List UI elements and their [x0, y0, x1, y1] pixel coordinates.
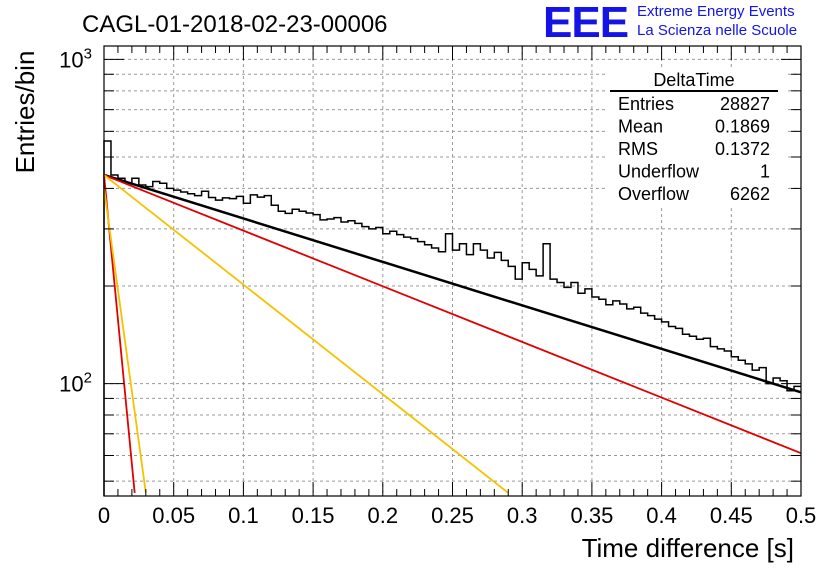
- histogram-steps: [103, 140, 801, 496]
- logo-subtitle-1: Extreme Energy Events: [637, 3, 795, 20]
- y-tick-label: 102: [59, 370, 92, 397]
- x-tick-label: 0.35: [570, 503, 613, 528]
- x-tick-label: 0.2: [368, 503, 399, 528]
- x-tick-label: 0.15: [292, 503, 335, 528]
- stats-label: Overflow: [618, 184, 690, 204]
- x-tick-label: 0.45: [710, 503, 753, 528]
- stats-title: DeltaTime: [653, 70, 734, 90]
- stats-value: 1: [760, 162, 770, 182]
- y-tick-label: 103: [59, 45, 92, 72]
- x-tick-label: 0.05: [152, 503, 195, 528]
- stats-label: Underflow: [618, 162, 700, 182]
- stats-value: 28827: [720, 94, 770, 114]
- fit-line-medium-component: [103, 174, 509, 494]
- x-tick-label: 0.3: [507, 503, 538, 528]
- stats-value: 0.1869: [715, 117, 770, 137]
- x-tick-label: 0.25: [431, 503, 474, 528]
- x-axis-label: Time difference [s]: [582, 533, 794, 563]
- chart-title: CAGL-01-2018-02-23-00006: [82, 11, 388, 38]
- x-tick-label: 0: [98, 503, 110, 528]
- x-tick-label: 0.5: [786, 503, 817, 528]
- stats-label: RMS: [618, 139, 658, 159]
- fit-line-slow-component: [103, 174, 802, 455]
- axes: 0 0.05 0.1 0.15 0.2 0.25 0.3 0.35 0.4 0.45 0.5 102 1…: [59, 45, 816, 528]
- stats-box: DeltaTime Entries 28827 Mean 0.1869 RMS 0.137…: [606, 68, 788, 206]
- eee-logo: EEE: [543, 0, 629, 47]
- fit-line-steep-component: [103, 188, 147, 494]
- grid-lines: [104, 46, 801, 496]
- fit-line-total-fit: [103, 173, 802, 394]
- stats-value: 0.1372: [715, 139, 770, 159]
- y-axis-label: Entries/bin: [10, 51, 40, 174]
- x-tick-label: 0.4: [646, 503, 677, 528]
- stats-label: Entries: [618, 94, 674, 114]
- data-layer: [103, 140, 802, 496]
- stats-label: Mean: [618, 117, 663, 137]
- logo-subtitle-2: La Scienza nelle Scuole: [637, 22, 798, 39]
- x-tick-label: 0.1: [228, 503, 259, 528]
- stats-value: 6262: [730, 184, 770, 204]
